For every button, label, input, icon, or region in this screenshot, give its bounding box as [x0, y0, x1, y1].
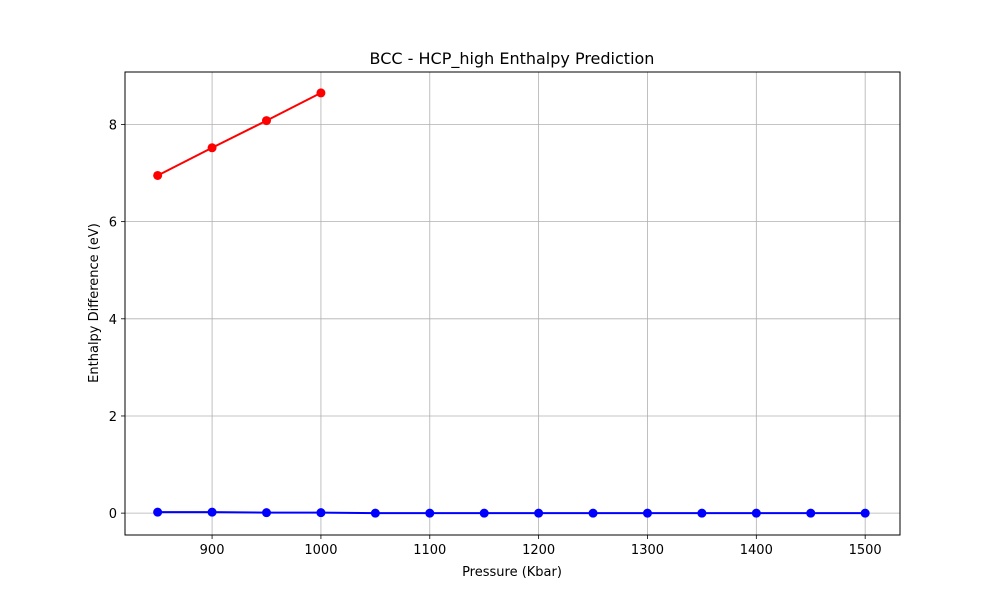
series-1	[153, 88, 326, 180]
data-point	[642, 508, 652, 518]
series-line	[157, 511, 866, 515]
data-point	[262, 116, 272, 126]
data-point	[316, 508, 326, 518]
x-tick-label: 1500	[849, 543, 882, 558]
x-tick-label: 1300	[631, 543, 664, 558]
y-tick-label: 4	[109, 313, 117, 328]
data-point	[806, 508, 816, 518]
y-tick-label: 2	[109, 410, 117, 425]
data-point	[588, 508, 598, 518]
data-point	[207, 143, 217, 153]
x-axis-label: Pressure (Kbar)	[462, 565, 562, 580]
axes: 900 1000 1100 1200 1300 1400 1500 0 2 4 6 8	[109, 118, 882, 558]
x-tick-label: 1200	[522, 543, 555, 558]
x-tick-label: 1400	[740, 543, 773, 558]
data-point	[316, 88, 326, 98]
y-tick-label: 6	[109, 216, 117, 231]
data-point	[153, 507, 163, 517]
data-point	[370, 508, 380, 518]
x-tick-label: 1100	[413, 543, 446, 558]
x-tick-label: 1000	[304, 543, 337, 558]
data-point	[751, 508, 761, 518]
data-point	[860, 508, 870, 518]
chart-title: BCC - HCP_high Enthalpy Prediction	[370, 49, 655, 69]
data-point	[153, 170, 163, 180]
data-point	[534, 508, 544, 518]
data-point	[262, 508, 272, 518]
x-tick-label: 900	[200, 543, 225, 558]
plot-frame	[124, 71, 901, 536]
series-2	[153, 507, 870, 518]
grid	[125, 72, 900, 535]
data-series	[153, 88, 870, 518]
y-axis-label: Enthalpy Difference (eV)	[87, 223, 102, 383]
y-tick-label: 0	[109, 507, 117, 522]
data-point	[479, 508, 489, 518]
series-line	[157, 91, 322, 177]
data-point	[697, 508, 707, 518]
y-tick-label: 8	[109, 118, 117, 133]
data-point	[425, 508, 435, 518]
data-point	[207, 507, 217, 517]
